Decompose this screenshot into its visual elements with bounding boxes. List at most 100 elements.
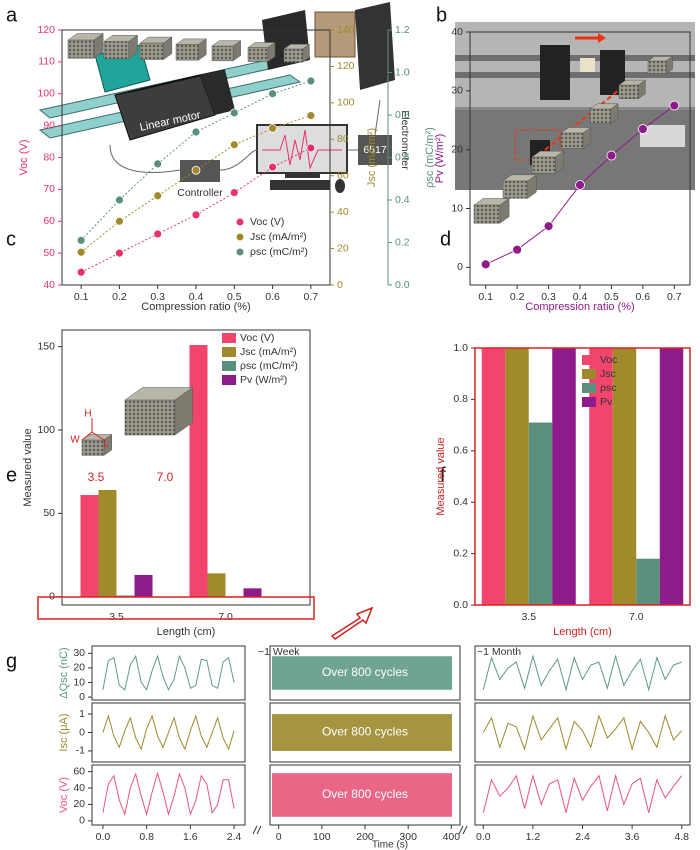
cube [582, 126, 592, 149]
y-tick-label: 1.0 [395, 66, 410, 78]
arrow [330, 606, 374, 640]
break-mark [458, 825, 464, 835]
y-tick-label: 40 [451, 26, 463, 38]
legend-label: Jsc (mA/m²) [250, 231, 307, 243]
signal [482, 773, 683, 813]
bars [481, 348, 684, 605]
cube [665, 55, 673, 75]
cube [124, 399, 176, 436]
x-tick-label: 2.4 [575, 831, 590, 843]
x-tick-label: 0.2 [112, 291, 127, 303]
signal [102, 771, 235, 817]
point [76, 267, 86, 277]
bar [243, 588, 262, 597]
bar [189, 345, 208, 597]
bar [207, 573, 226, 597]
x-tick-label: 0.3 [541, 291, 556, 303]
x-tick-label: 0.0 [96, 831, 111, 843]
legend-marker [236, 218, 244, 226]
bar [98, 490, 117, 597]
row-frame [269, 702, 461, 763]
legend-label: Jsc (mA/m²) [240, 346, 297, 358]
x-tick-label: 7.0 [218, 611, 233, 623]
meter-label: 6517 [363, 144, 387, 156]
break-mark [462, 825, 468, 835]
cube [638, 79, 646, 100]
y-tick-label: 60 [73, 765, 85, 777]
cycles-band [272, 714, 452, 751]
axis-title: Isc (μA) [58, 713, 70, 751]
cube [527, 174, 537, 199]
point [512, 244, 523, 255]
y-tick-label: 140 [337, 24, 355, 36]
y-tick-label: 10 [451, 202, 463, 214]
point [191, 165, 201, 175]
x-tick-label: 0.7 [304, 291, 319, 303]
x-tick-label: 3.5 [109, 611, 124, 623]
axis-title: Measured value [435, 437, 447, 515]
highlight-box [37, 596, 315, 620]
x-tick-label: 100 [313, 831, 331, 843]
y-tick-label: 0.6 [453, 445, 468, 457]
row-frame [91, 645, 246, 701]
cube [139, 42, 164, 60]
x-tick-label: 0.8 [139, 831, 154, 843]
signal [482, 654, 682, 692]
axis-title: Voc (V) [18, 139, 30, 175]
legend-marker [236, 233, 244, 241]
x-axis-title: Compression ratio (%) [525, 301, 634, 313]
y-tick-label: 90 [43, 119, 55, 131]
x-tick-label: 2.4 [227, 831, 242, 843]
band-label: Over 800 cycles [322, 665, 408, 679]
y-tick-label: 40 [73, 782, 85, 794]
y-tick-label: 40 [43, 279, 55, 291]
legend-swatch [222, 375, 236, 385]
x-tick-label: 7.0 [629, 611, 644, 623]
row-frame [474, 702, 691, 763]
cube [618, 84, 639, 99]
y-tick-label: 0.4 [453, 496, 468, 508]
setup-illustration: Linear motor Controller 6517 Electromete… [38, 2, 411, 199]
legend-label: ρsc (mC/m²) [250, 246, 308, 258]
cube [174, 387, 193, 436]
cube [302, 43, 310, 63]
legend-marker [236, 248, 244, 256]
y-tick-label: 30 [451, 85, 463, 97]
point [229, 140, 239, 150]
cube [175, 44, 199, 61]
axis-sketch [81, 431, 93, 441]
point [480, 259, 491, 270]
cube [473, 204, 501, 224]
inset-label: 3.5 [88, 470, 105, 484]
inset-label: 7.0 [157, 470, 174, 484]
legend-label: Pv (W/m²) [240, 374, 287, 386]
inset-label: H [84, 409, 91, 420]
point [153, 159, 163, 169]
cube [198, 38, 207, 61]
inset-label: W [70, 435, 80, 446]
x-axis-title: Length (cm) [157, 626, 216, 638]
bar [134, 575, 153, 597]
x-tick-label: 3.6 [625, 831, 640, 843]
bar [589, 348, 613, 605]
y-tick-label: 20 [73, 662, 85, 674]
x-tick-label: 4.8 [674, 831, 689, 843]
legend-label: Voc (V) [250, 216, 284, 228]
cube [93, 33, 104, 59]
legend-label: ρsc [600, 382, 616, 394]
cube [67, 39, 95, 59]
highlight-box [474, 347, 691, 606]
row-frame [269, 645, 461, 701]
y-tick-label: 20 [337, 242, 349, 254]
signal [102, 714, 235, 751]
y-tick-label: 40 [337, 206, 349, 218]
y-tick-label: 120 [337, 60, 355, 72]
point [669, 100, 680, 111]
x-tick-label: 0.4 [189, 291, 204, 303]
x-tick-label: 0.0 [476, 831, 491, 843]
controller-label: Controller [177, 187, 223, 199]
axis-title: Pv (W/m²) [434, 134, 446, 183]
point [543, 221, 554, 232]
y-tick-label: 1 [79, 708, 85, 720]
